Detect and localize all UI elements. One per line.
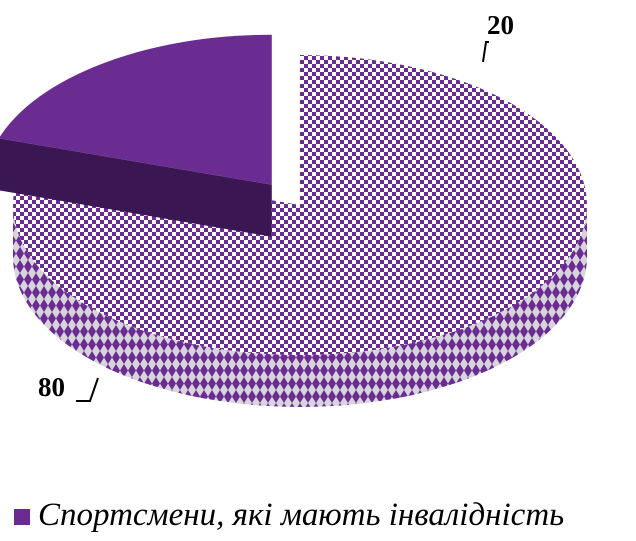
data-label-20: 20 <box>487 10 514 40</box>
legend-swatch <box>14 508 30 525</box>
pie-slice-side-80 <box>13 205 587 407</box>
pie-slice-20 <box>0 34 272 237</box>
leader-line-80 <box>76 377 99 402</box>
legend: Спортсмени, які мають інвалідність <box>14 499 564 532</box>
leader-line-20 <box>482 41 489 63</box>
pie-slice-wall-20 <box>0 138 272 237</box>
legend-label: Спортсмени, які мають інвалідність <box>38 497 565 533</box>
pie-slice-top-80 <box>12 55 588 355</box>
data-label-80: 80 <box>38 372 65 402</box>
pie-slice-top-20 <box>0 34 272 185</box>
pie-slice-80 <box>12 55 588 407</box>
